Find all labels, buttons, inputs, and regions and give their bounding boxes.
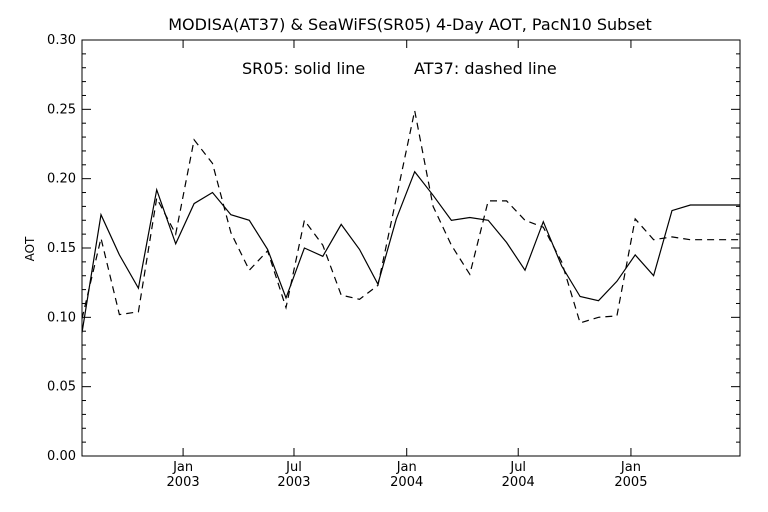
y-tick-label: 0.05 xyxy=(47,380,76,395)
x-tick-month-label: Jan xyxy=(620,460,641,475)
series-line-sr05 xyxy=(81,170,740,333)
plot-area-frame xyxy=(81,39,741,457)
y-axis: 0.00 0.05 0.10 0.15 0.20 0.25 0.30 xyxy=(47,33,740,464)
y-axis-label: AOT xyxy=(23,236,37,261)
x-tick-year-label: 2003 xyxy=(167,475,200,490)
y-tick-label: 0.15 xyxy=(47,241,76,256)
y-tick-label: 0.25 xyxy=(47,102,76,117)
x-tick-year-label: 2003 xyxy=(277,475,310,490)
x-tick-month-label: Jul xyxy=(285,460,302,475)
y-tick-label: 0.00 xyxy=(47,449,76,464)
y-tick-label: 0.20 xyxy=(47,172,76,187)
chart-title: MODISA(AT37) & SeaWiFS(SR05) 4-Day AOT, … xyxy=(168,15,652,34)
x-tick-year-label: 2005 xyxy=(614,475,647,490)
data-series xyxy=(81,110,740,333)
x-tick-month-label: Jan xyxy=(172,460,193,475)
x-tick-year-label: 2004 xyxy=(502,475,535,490)
x-tick-month-label: Jan xyxy=(396,460,417,475)
x-tick-year-label: 2004 xyxy=(390,475,423,490)
y-tick-label: 0.30 xyxy=(47,33,76,48)
y-tick-label: 0.10 xyxy=(47,310,76,325)
annotation-dashed-line: AT37: dashed line xyxy=(414,59,557,78)
annotation-solid-line: SR05: solid line xyxy=(242,59,365,78)
series-line-at37 xyxy=(81,110,740,324)
x-tick-month-label: Jul xyxy=(509,460,526,475)
